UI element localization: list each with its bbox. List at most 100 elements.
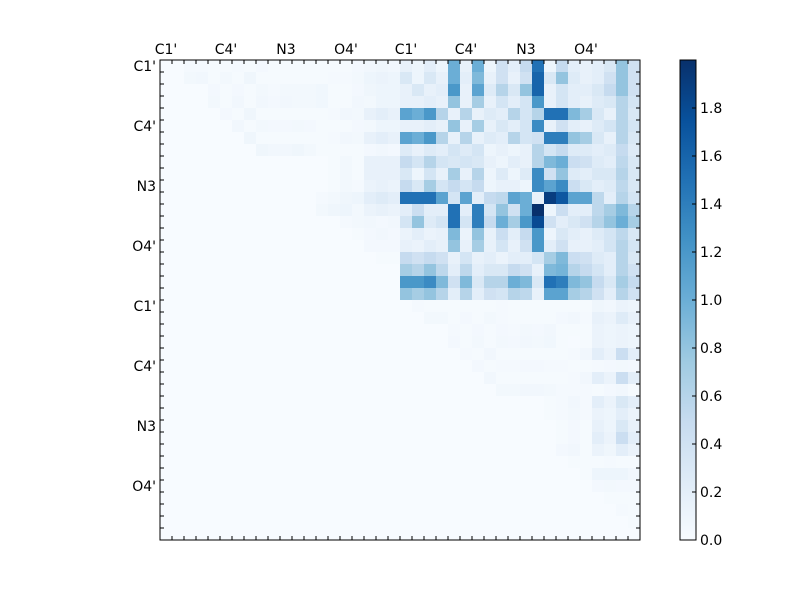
heatmap-cell — [160, 132, 173, 145]
heatmap-cell — [472, 60, 485, 73]
heatmap-cell — [256, 228, 269, 241]
heatmap-cell — [256, 120, 269, 133]
heatmap-cell — [292, 120, 305, 133]
heatmap-cell — [376, 420, 389, 433]
heatmap-cell — [160, 204, 173, 217]
heatmap-cell — [328, 504, 341, 517]
heatmap-cell — [208, 192, 221, 205]
heatmap-cell — [244, 444, 257, 457]
heatmap-cell — [256, 168, 269, 181]
heatmap-cell — [496, 288, 509, 301]
heatmap-cell — [352, 96, 365, 109]
heatmap-cell — [412, 288, 425, 301]
heatmap-cell — [280, 372, 293, 385]
heatmap-cell — [580, 192, 593, 205]
heatmap-cell — [208, 276, 221, 289]
heatmap-cell — [376, 72, 389, 85]
heatmap-cell — [604, 204, 617, 217]
heatmap-cell — [196, 228, 209, 241]
heatmap-cell — [184, 156, 197, 169]
heatmap-cell — [616, 216, 629, 229]
heatmap-cell — [520, 228, 533, 241]
heatmap-cell — [628, 420, 641, 433]
heatmap-cell — [424, 168, 437, 181]
heatmap-cell — [160, 180, 173, 193]
heatmap-cell — [304, 480, 317, 493]
heatmap-cell — [520, 168, 533, 181]
heatmap-cell — [580, 276, 593, 289]
heatmap-cell — [436, 288, 449, 301]
heatmap-cell — [604, 156, 617, 169]
heatmap-cell — [448, 480, 461, 493]
heatmap-cell — [580, 528, 593, 541]
heatmap-cell — [628, 408, 641, 421]
heatmap-cell — [244, 456, 257, 469]
heatmap-cell — [364, 528, 377, 541]
heatmap-cell — [592, 192, 605, 205]
heatmap-cell — [448, 96, 461, 109]
heatmap-cell — [604, 120, 617, 133]
heatmap-cell — [316, 228, 329, 241]
heatmap-cell — [460, 276, 473, 289]
heatmap-cell — [424, 384, 437, 397]
heatmap-cell — [184, 144, 197, 157]
heatmap-cell — [556, 216, 569, 229]
heatmap-cell — [472, 360, 485, 373]
heatmap-cell — [436, 84, 449, 97]
heatmap-cell — [184, 72, 197, 85]
heatmap-cell — [544, 420, 557, 433]
heatmap-cell — [340, 504, 353, 517]
heatmap-cell — [628, 276, 641, 289]
heatmap-cell — [508, 144, 521, 157]
heatmap-cell — [472, 84, 485, 97]
heatmap-cell — [268, 72, 281, 85]
heatmap-cell — [400, 264, 413, 277]
heatmap-cell — [316, 492, 329, 505]
heatmap-cell — [256, 468, 269, 481]
heatmap-cell — [316, 192, 329, 205]
y-tick-label: O4' — [132, 479, 156, 495]
heatmap-cell — [400, 516, 413, 529]
heatmap-cell — [172, 492, 185, 505]
heatmap-cell — [508, 72, 521, 85]
heatmap-cell — [604, 444, 617, 457]
heatmap-cell — [520, 336, 533, 349]
heatmap-cell — [592, 216, 605, 229]
heatmap-cell — [460, 300, 473, 313]
heatmap-cell — [592, 84, 605, 97]
heatmap-cell — [424, 180, 437, 193]
heatmap-cell — [424, 276, 437, 289]
heatmap-cell — [520, 504, 533, 517]
heatmap-cell — [208, 492, 221, 505]
x-tick-label: O4' — [574, 42, 598, 58]
heatmap-cell — [592, 96, 605, 109]
heatmap-cell — [160, 108, 173, 121]
heatmap-cell — [232, 144, 245, 157]
heatmap-cell — [172, 132, 185, 145]
heatmap-cell — [172, 60, 185, 73]
heatmap-cell — [316, 300, 329, 313]
heatmap-cell — [532, 420, 545, 433]
heatmap-cell — [232, 324, 245, 337]
heatmap-cell — [160, 288, 173, 301]
heatmap-cell — [304, 276, 317, 289]
heatmap-cell — [460, 60, 473, 73]
heatmap-cell — [292, 336, 305, 349]
heatmap-cell — [448, 408, 461, 421]
heatmap-cell — [592, 264, 605, 277]
heatmap-cell — [172, 288, 185, 301]
heatmap-cell — [580, 444, 593, 457]
heatmap-cell — [544, 96, 557, 109]
heatmap-cell — [268, 108, 281, 121]
heatmap-cell — [544, 300, 557, 313]
heatmap-cell — [364, 288, 377, 301]
heatmap-cell — [220, 468, 233, 481]
heatmap-cell — [460, 384, 473, 397]
heatmap-cell — [616, 288, 629, 301]
heatmap-cell — [592, 444, 605, 457]
heatmap-cell — [316, 396, 329, 409]
heatmap-cell — [580, 348, 593, 361]
heatmap-cell — [628, 492, 641, 505]
heatmap-cell — [484, 300, 497, 313]
heatmap-cell — [316, 216, 329, 229]
